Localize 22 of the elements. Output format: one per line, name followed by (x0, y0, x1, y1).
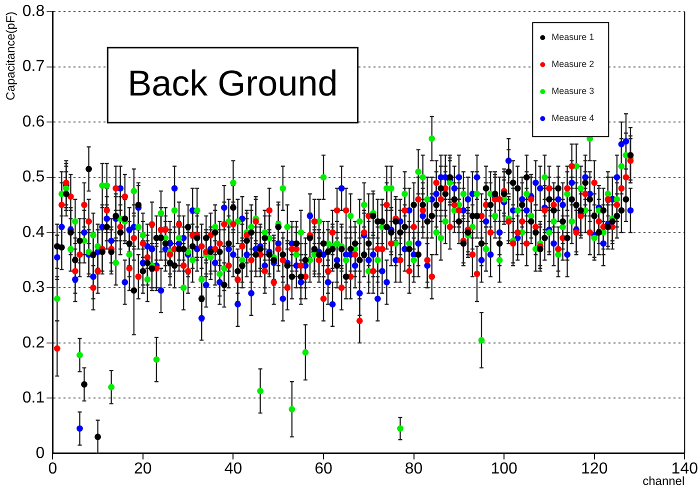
y-axis-title: Capacitance(pF) (4, 12, 18, 100)
x-tick-label: 60 (314, 460, 333, 478)
annotation: Back Ground (128, 62, 338, 104)
x-tick-label: 100 (490, 460, 518, 478)
y-tick-label: 0 (36, 444, 45, 462)
legend-label: Measure 4 (552, 113, 594, 124)
y-tick-label: 0.2 (22, 334, 45, 352)
y-tick-label: 0.5 (22, 168, 45, 186)
x-tick-label: 0 (48, 460, 58, 478)
y-tick-label: 0.6 (22, 113, 45, 130)
y-tick-label: 0.3 (22, 279, 45, 296)
x-tick-label: 40 (224, 460, 242, 478)
x-tick-label: 80 (404, 460, 423, 478)
y-tick-label: 0.7 (22, 58, 45, 76)
legend-label: Measure 1 (552, 32, 594, 42)
legend-label: Measure 3 (552, 86, 594, 96)
x-tick-label: 120 (581, 460, 608, 478)
y-tick-label: 0.1 (22, 390, 45, 407)
y-tick-label: 0.8 (22, 3, 45, 20)
legend-label: Measure 2 (552, 59, 594, 70)
x-tick-label: 20 (134, 460, 152, 478)
y-tick-label: 0.4 (22, 224, 45, 241)
